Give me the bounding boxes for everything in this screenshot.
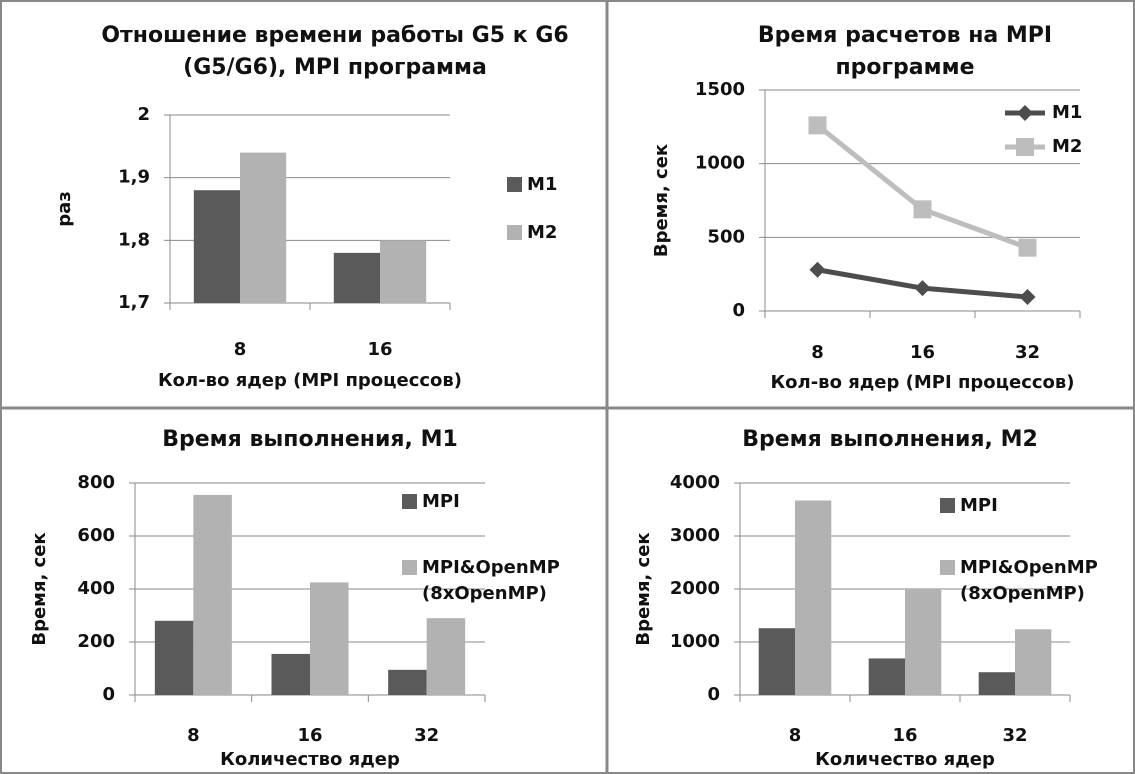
x-tick-label: 8 [789,725,802,746]
marker [1018,238,1037,257]
x-tick-label: 8 [234,339,247,360]
x-axis-label: Количество ядер [815,749,995,770]
y-axis-label: Время, сек [29,532,50,645]
legend-label: M2 [1052,136,1083,157]
y-axis-label: Время, сек [651,144,672,257]
bar [905,589,942,695]
x-axis-label: Количество ядер [220,749,400,770]
x-tick-label: 16 [892,725,917,746]
bar [193,190,240,303]
y-tick-label: 1,9 [118,167,150,188]
x-tick-label: 8 [811,342,824,363]
x-tick-label: 16 [910,342,935,363]
bar [978,672,1015,695]
legend-label: M1 [1052,102,1083,123]
chart-title: Время расчетов на MPI программе [757,23,1053,80]
bar [388,669,427,695]
y-tick-label: 1,8 [118,229,150,250]
bar [1015,629,1052,695]
marker [914,280,931,297]
legend-label: MPI&OpenMP (8xOpenMP) [422,557,560,605]
y-tick-label: 200 [77,631,115,652]
legend-marker [1016,138,1034,156]
bar [240,152,287,303]
x-tick-label: 32 [1002,725,1027,746]
legend-swatch [402,494,417,509]
bar [333,252,380,303]
y-axis-label: Время, сек [633,532,654,645]
marker [809,261,826,278]
y-tick-label: 2 [137,104,150,125]
chart-title: Время выполнения, M1 [162,427,458,452]
x-tick-label: 16 [367,339,392,360]
bar [426,618,466,695]
y-tick-label: 400 [77,578,115,599]
y-tick-label: 1500 [695,79,745,100]
legend-swatch [402,560,417,575]
bar [193,494,232,695]
legend-label: MPI [422,491,460,512]
x-tick-label: 16 [297,725,322,746]
x-axis-label: Кол-во ядер (MPI процессов) [158,370,462,391]
chart-title: Время выполнения, M2 [742,427,1038,452]
bar [310,582,349,695]
legend-swatch [507,225,522,240]
marker [1019,289,1036,306]
y-tick-label: 0 [707,684,720,705]
bar [271,653,310,695]
y-tick-label: 0 [732,300,745,321]
legend-label: MPI&OpenMP (8xOpenMP) [960,557,1098,605]
legend-swatch [507,177,522,192]
y-tick-label: 1,7 [118,292,150,313]
bar [795,500,832,695]
y-tick-label: 600 [77,525,115,546]
x-tick-label: 32 [414,725,439,746]
bar [154,620,194,695]
chart-title: Отношение времени работы G5 к G6 (G5/G6)… [101,23,569,80]
marker [913,200,932,219]
y-tick-label: 2000 [670,578,720,599]
y-tick-label: 500 [707,226,745,247]
legend-label: M1 [527,174,558,195]
legend-marker [1017,105,1033,121]
y-tick-label: 0 [102,684,115,705]
y-tick-label: 1000 [695,153,745,174]
legend-swatch [940,560,955,575]
y-tick-label: 4000 [670,472,720,493]
y-tick-label: 800 [77,472,115,493]
y-axis-label: раз [54,191,75,227]
marker [808,116,827,135]
legend-label: MPI [960,495,998,516]
bar [758,628,795,695]
x-axis-label: Кол-во ядер (MPI процессов) [770,372,1074,393]
x-tick-label: 8 [187,725,200,746]
legend-label: M2 [527,222,558,243]
y-tick-label: 1000 [670,631,720,652]
line [815,123,1029,250]
bar [868,658,905,695]
y-tick-label: 3000 [670,525,720,546]
x-tick-label: 32 [1015,342,1040,363]
bar [380,240,427,303]
legend-swatch [940,498,955,513]
